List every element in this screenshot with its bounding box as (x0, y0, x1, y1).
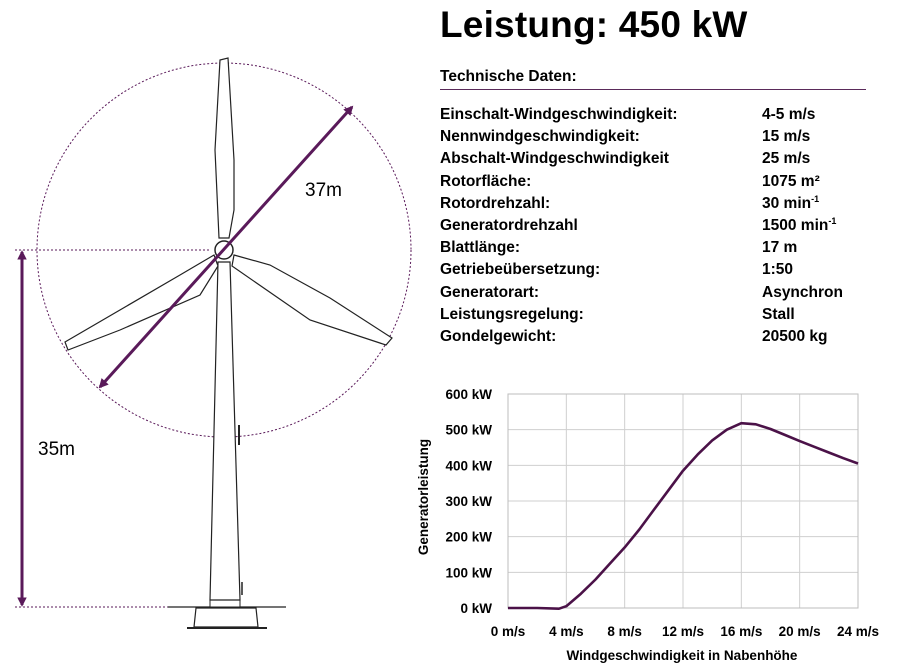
chart-y-tick-label: 600 kW (445, 387, 492, 402)
ground-foundation (168, 599, 286, 629)
power-curve-chart: 0 kW 100 kW 200 kW 300 kW 400 kW 500 kW 600 kW… (416, 387, 879, 663)
chart-y-tick-label: 0 kW (460, 601, 492, 616)
spec-label: Rotorfläche: (440, 172, 532, 190)
spec-value: 1:50 (762, 259, 793, 281)
spec-value: 15 m/s (762, 126, 810, 148)
spec-row: Getriebeübersetzung: 1:50 (440, 259, 870, 281)
turbine-diagram: 37m 35m (15, 57, 412, 629)
spec-label: Blattlänge: (440, 239, 521, 257)
spec-label: Getriebeübersetzung: (440, 261, 601, 279)
spec-label: Generatorart: (440, 283, 540, 301)
spec-value-exponent: -1 (828, 215, 837, 226)
chart-y-tick-label: 300 kW (445, 494, 492, 509)
chart-y-tick-label: 100 kW (445, 565, 492, 580)
page-title: Leistung: 450 kW (440, 4, 748, 45)
hub-height-label: 35m (38, 439, 75, 460)
chart-x-tick-label: 0 m/s (491, 624, 526, 639)
chart-y-tick-label: 400 kW (445, 458, 492, 473)
chart-x-tick-label: 16 m/s (720, 624, 762, 639)
spec-value-exponent: -1 (811, 193, 820, 204)
spec-label: Generatordrehzahl (440, 216, 578, 234)
spec-value: 20500 kg (762, 326, 828, 348)
spec-value-text: 1075 m² (762, 172, 820, 190)
spec-label: Gondelgewicht: (440, 327, 557, 345)
spec-value: 1075 m² (762, 171, 820, 193)
spec-row: Nennwindgeschwindigkeit: 15 m/s (440, 126, 870, 148)
spec-value-text: 17 m (762, 239, 798, 257)
spec-value: 4-5 m/s (762, 104, 815, 126)
spec-row: Generatorart: Asynchron (440, 282, 870, 304)
blade-left (64, 254, 219, 351)
rotor-diameter-label: 37m (305, 180, 342, 201)
spec-value: Asynchron (762, 282, 843, 304)
spec-value-text: 15 m/s (762, 128, 811, 146)
spec-row: Leistungsregelung: Stall (440, 304, 870, 326)
spec-label: Rotordrehzahl: (440, 194, 551, 212)
tower (209, 261, 241, 601)
spec-value-text: 30 min (762, 194, 812, 212)
spec-label: Einschalt-Windgeschwindigkeit: (440, 106, 678, 123)
chart-y-tick-label: 200 kW (445, 530, 492, 545)
spec-label: Nennwindgeschwindigkeit: (440, 128, 640, 146)
spec-row: Rotordrehzahl: 30 min-1 (440, 193, 870, 215)
blade-right (231, 254, 393, 346)
spec-value: 30 min-1 (762, 193, 819, 215)
chart-x-tick-label: 4 m/s (549, 624, 584, 639)
spec-row: Blattlänge: 17 m (440, 237, 870, 259)
spec-label: Leistungsregelung: (440, 305, 584, 323)
spec-value-text: 1:50 (762, 261, 794, 279)
chart-x-tick-label: 24 m/s (837, 624, 879, 639)
chart-y-tick-label: 500 kW (445, 423, 492, 438)
spec-value-text: 4-5 m/s (762, 106, 816, 123)
chart-x-axis-label: Windgeschwindigkeit in Nabenhöhe (567, 648, 798, 663)
spec-row: Einschalt-Windgeschwindigkeit: 4-5 m/s (440, 104, 870, 126)
chart-y-axis-label: Generatorleistung (416, 439, 431, 555)
spec-row: Abschalt-Windgeschwindigkeit 25 m/s (440, 148, 870, 170)
spec-value-text: 25 m/s (762, 150, 811, 168)
chart-x-tick-label: 8 m/s (607, 624, 642, 639)
chart-plot-frame (507, 393, 859, 609)
spec-value: 25 m/s (762, 148, 810, 170)
spec-row: Rotorfläche: 1075 m² (440, 171, 870, 193)
specs-heading: Technische Daten: (440, 68, 577, 85)
rotor-diameter-arrow (98, 105, 354, 389)
spec-value-text: 20500 kg (762, 327, 828, 345)
spec-value: 1500 min-1 (762, 215, 836, 237)
chart-x-tick-label: 12 m/s (662, 624, 704, 639)
specs-table: Einschalt-Windgeschwindigkeit: 4-5 m/s Nen… (440, 104, 870, 348)
chart-x-tick-label: 20 m/s (779, 624, 821, 639)
spec-row: Generatordrehzahl 1500 min-1 (440, 215, 870, 237)
spec-value: 17 m (762, 237, 797, 259)
spec-value-text: Asynchron (762, 283, 843, 301)
spec-row: Gondelgewicht: 20500 kg (440, 326, 870, 348)
spec-value: Stall (762, 304, 795, 326)
specs-divider (440, 89, 866, 90)
spec-value-text: 1500 min (762, 216, 829, 234)
spec-value-text: Stall (762, 305, 795, 323)
spec-label: Abschalt-Windgeschwindigkeit (440, 150, 669, 168)
power-curve-line (508, 421, 859, 610)
blade-top (214, 57, 235, 239)
